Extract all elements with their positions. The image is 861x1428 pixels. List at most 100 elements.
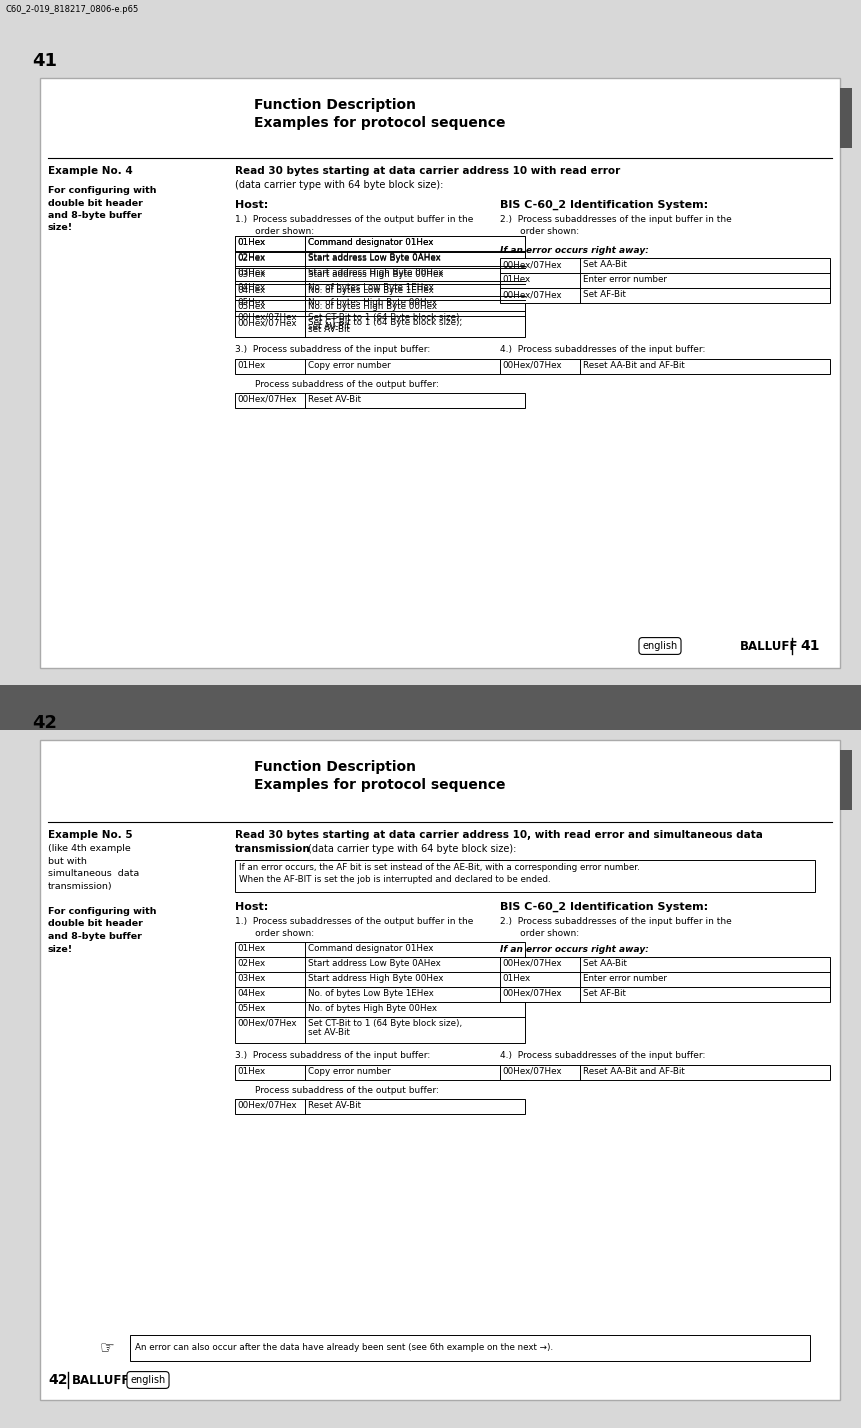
Text: 42: 42 bbox=[32, 714, 57, 733]
Text: Start address Low Byte 0AHex: Start address Low Byte 0AHex bbox=[308, 254, 441, 263]
Text: Read 30 bytes starting at data carrier address 10, with read error and simultane: Read 30 bytes starting at data carrier a… bbox=[235, 830, 763, 840]
Bar bbox=[240, 90, 246, 146]
Bar bbox=[500, 957, 830, 1002]
Text: 05Hex: 05Hex bbox=[237, 1004, 265, 1012]
Bar bbox=[235, 942, 525, 1042]
Text: Start address High Byte 00Hex: Start address High Byte 00Hex bbox=[308, 974, 443, 982]
Text: Reset AA-Bit and AF-Bit: Reset AA-Bit and AF-Bit bbox=[583, 1067, 684, 1077]
Bar bbox=[840, 750, 852, 810]
Text: english: english bbox=[642, 641, 678, 651]
Text: 05Hex: 05Hex bbox=[237, 301, 265, 311]
Text: No. of bytes Low Byte 1EHex: No. of bytes Low Byte 1EHex bbox=[308, 286, 434, 296]
Text: Set CT-Bit to 1 (64 Byte block size),: Set CT-Bit to 1 (64 Byte block size), bbox=[308, 318, 462, 327]
Text: 00Hex/07Hex: 00Hex/07Hex bbox=[237, 396, 296, 404]
Text: 1.)  Process subaddresses of the output buffer in the
       order shown:: 1.) Process subaddresses of the output b… bbox=[235, 216, 474, 237]
Text: Function Description: Function Description bbox=[254, 760, 416, 774]
Bar bbox=[235, 1065, 525, 1080]
Bar bbox=[235, 236, 525, 331]
Text: Copy error number: Copy error number bbox=[308, 361, 391, 370]
Bar bbox=[40, 79, 840, 668]
Bar bbox=[235, 393, 525, 408]
Text: Set AF-Bit: Set AF-Bit bbox=[583, 290, 626, 298]
Text: Reset AV-Bit: Reset AV-Bit bbox=[308, 1101, 361, 1110]
Text: 01Hex: 01Hex bbox=[237, 1067, 265, 1077]
Text: No. of bytes High Byte 00Hex: No. of bytes High Byte 00Hex bbox=[308, 298, 437, 307]
Text: If an error occurs right away:: If an error occurs right away: bbox=[500, 246, 649, 256]
Text: 00Hex/07Hex: 00Hex/07Hex bbox=[237, 1020, 296, 1028]
Text: Example No. 4: Example No. 4 bbox=[48, 166, 133, 176]
Text: 03Hex: 03Hex bbox=[237, 268, 265, 277]
Text: Reset AA-Bit and AF-Bit: Reset AA-Bit and AF-Bit bbox=[583, 361, 684, 370]
Bar bbox=[235, 236, 525, 337]
Text: Start address Low Byte 0AHex: Start address Low Byte 0AHex bbox=[308, 253, 441, 261]
Text: 2.)  Process subaddresses of the input buffer in the
       order shown:: 2.) Process subaddresses of the input bu… bbox=[500, 216, 732, 237]
Text: Enter error number: Enter error number bbox=[583, 974, 667, 982]
Text: 4.)  Process subaddresses of the input buffer:: 4.) Process subaddresses of the input bu… bbox=[500, 1051, 705, 1060]
Text: Example No. 5: Example No. 5 bbox=[48, 830, 133, 840]
Text: BALLUFF: BALLUFF bbox=[72, 1374, 130, 1387]
Text: Host:: Host: bbox=[235, 902, 269, 912]
Text: 00Hex/07Hex: 00Hex/07Hex bbox=[237, 1101, 296, 1110]
Bar bbox=[235, 860, 815, 892]
Text: 01Hex: 01Hex bbox=[237, 238, 265, 247]
Text: 00Hex/07Hex: 00Hex/07Hex bbox=[237, 318, 296, 327]
Text: 04Hex: 04Hex bbox=[237, 990, 265, 998]
Text: Enter error number: Enter error number bbox=[583, 276, 667, 284]
Text: 03Hex: 03Hex bbox=[237, 270, 265, 278]
Text: 02Hex: 02Hex bbox=[237, 253, 265, 261]
Bar bbox=[840, 89, 852, 149]
Text: If an error occurs right away:: If an error occurs right away: bbox=[500, 945, 649, 954]
Text: 01Hex: 01Hex bbox=[237, 238, 265, 247]
Text: Function Description: Function Description bbox=[254, 99, 416, 111]
Text: C60_2-019_818217_0806-e.p65: C60_2-019_818217_0806-e.p65 bbox=[5, 6, 139, 14]
Text: (like 4th example
but with
simultaneous  data
transmission): (like 4th example but with simultaneous … bbox=[48, 844, 139, 891]
Bar bbox=[240, 753, 246, 807]
Text: Reset AV-Bit: Reset AV-Bit bbox=[308, 396, 361, 404]
Text: 00Hex/07Hex: 00Hex/07Hex bbox=[502, 1067, 561, 1077]
Text: Process subaddress of the output buffer:: Process subaddress of the output buffer: bbox=[255, 380, 439, 388]
Text: Examples for protocol sequence: Examples for protocol sequence bbox=[254, 116, 505, 130]
Text: set AV-Bit: set AV-Bit bbox=[308, 321, 350, 331]
Bar bbox=[130, 1335, 810, 1361]
Bar bbox=[235, 358, 525, 374]
Text: 01Hex: 01Hex bbox=[502, 974, 530, 982]
Bar bbox=[235, 1100, 525, 1114]
Text: Set CT-Bit to 1 (64 Byte block size),: Set CT-Bit to 1 (64 Byte block size), bbox=[308, 313, 462, 321]
Text: set AV-Bit: set AV-Bit bbox=[308, 324, 350, 334]
Text: Host:: Host: bbox=[235, 200, 269, 210]
Text: set AV-Bit: set AV-Bit bbox=[308, 1028, 350, 1037]
Text: 00Hex/07Hex: 00Hex/07Hex bbox=[502, 990, 561, 998]
Text: ☞: ☞ bbox=[100, 1339, 115, 1357]
Text: 2.)  Process subaddresses of the input buffer in the
       order shown:: 2.) Process subaddresses of the input bu… bbox=[500, 917, 732, 938]
Bar bbox=[500, 358, 830, 374]
Text: 3.)  Process subaddress of the input buffer:: 3.) Process subaddress of the input buff… bbox=[235, 346, 430, 354]
Text: No. of bytes Low Byte 1EHex: No. of bytes Low Byte 1EHex bbox=[308, 990, 434, 998]
Text: english: english bbox=[130, 1375, 165, 1385]
Text: 3.)  Process subaddress of the input buffer:: 3.) Process subaddress of the input buff… bbox=[235, 1051, 430, 1060]
Text: 1.)  Process subaddresses of the output buffer in the
       order shown:: 1.) Process subaddresses of the output b… bbox=[235, 917, 474, 938]
Text: For configuring with
double bit header
and 8-byte buffer
size!: For configuring with double bit header a… bbox=[48, 186, 157, 233]
Text: 00Hex/07Hex: 00Hex/07Hex bbox=[502, 361, 561, 370]
Text: 41: 41 bbox=[32, 51, 57, 70]
Bar bbox=[0, 685, 861, 730]
Text: 02Hex: 02Hex bbox=[237, 960, 265, 968]
Text: 04Hex: 04Hex bbox=[237, 286, 265, 296]
Text: 02Hex: 02Hex bbox=[237, 254, 265, 263]
Text: An error can also occur after the data have already been sent (see 6th example o: An error can also occur after the data h… bbox=[135, 1344, 553, 1352]
Text: BIS C-60_2 Identification System:: BIS C-60_2 Identification System: bbox=[500, 200, 708, 210]
Text: Start address High Byte 00Hex: Start address High Byte 00Hex bbox=[308, 270, 443, 278]
Text: 01Hex: 01Hex bbox=[237, 944, 265, 952]
Text: 42: 42 bbox=[48, 1372, 67, 1387]
Text: Start address Low Byte 0AHex: Start address Low Byte 0AHex bbox=[308, 960, 441, 968]
Text: 4.)  Process subaddresses of the input buffer:: 4.) Process subaddresses of the input bu… bbox=[500, 346, 705, 354]
Text: Set AF-Bit: Set AF-Bit bbox=[583, 990, 626, 998]
Text: transmission: transmission bbox=[235, 844, 311, 854]
Text: BALLUFF: BALLUFF bbox=[740, 640, 798, 653]
Text: No. of bytes High Byte 00Hex: No. of bytes High Byte 00Hex bbox=[308, 301, 437, 311]
Text: Read 30 bytes starting at data carrier address 10 with read error: Read 30 bytes starting at data carrier a… bbox=[235, 166, 620, 176]
Text: 41: 41 bbox=[800, 638, 820, 653]
Text: Copy error number: Copy error number bbox=[308, 1067, 391, 1077]
Text: Set AA-Bit: Set AA-Bit bbox=[583, 960, 627, 968]
Bar bbox=[500, 1065, 830, 1080]
Text: Examples for protocol sequence: Examples for protocol sequence bbox=[254, 778, 505, 793]
